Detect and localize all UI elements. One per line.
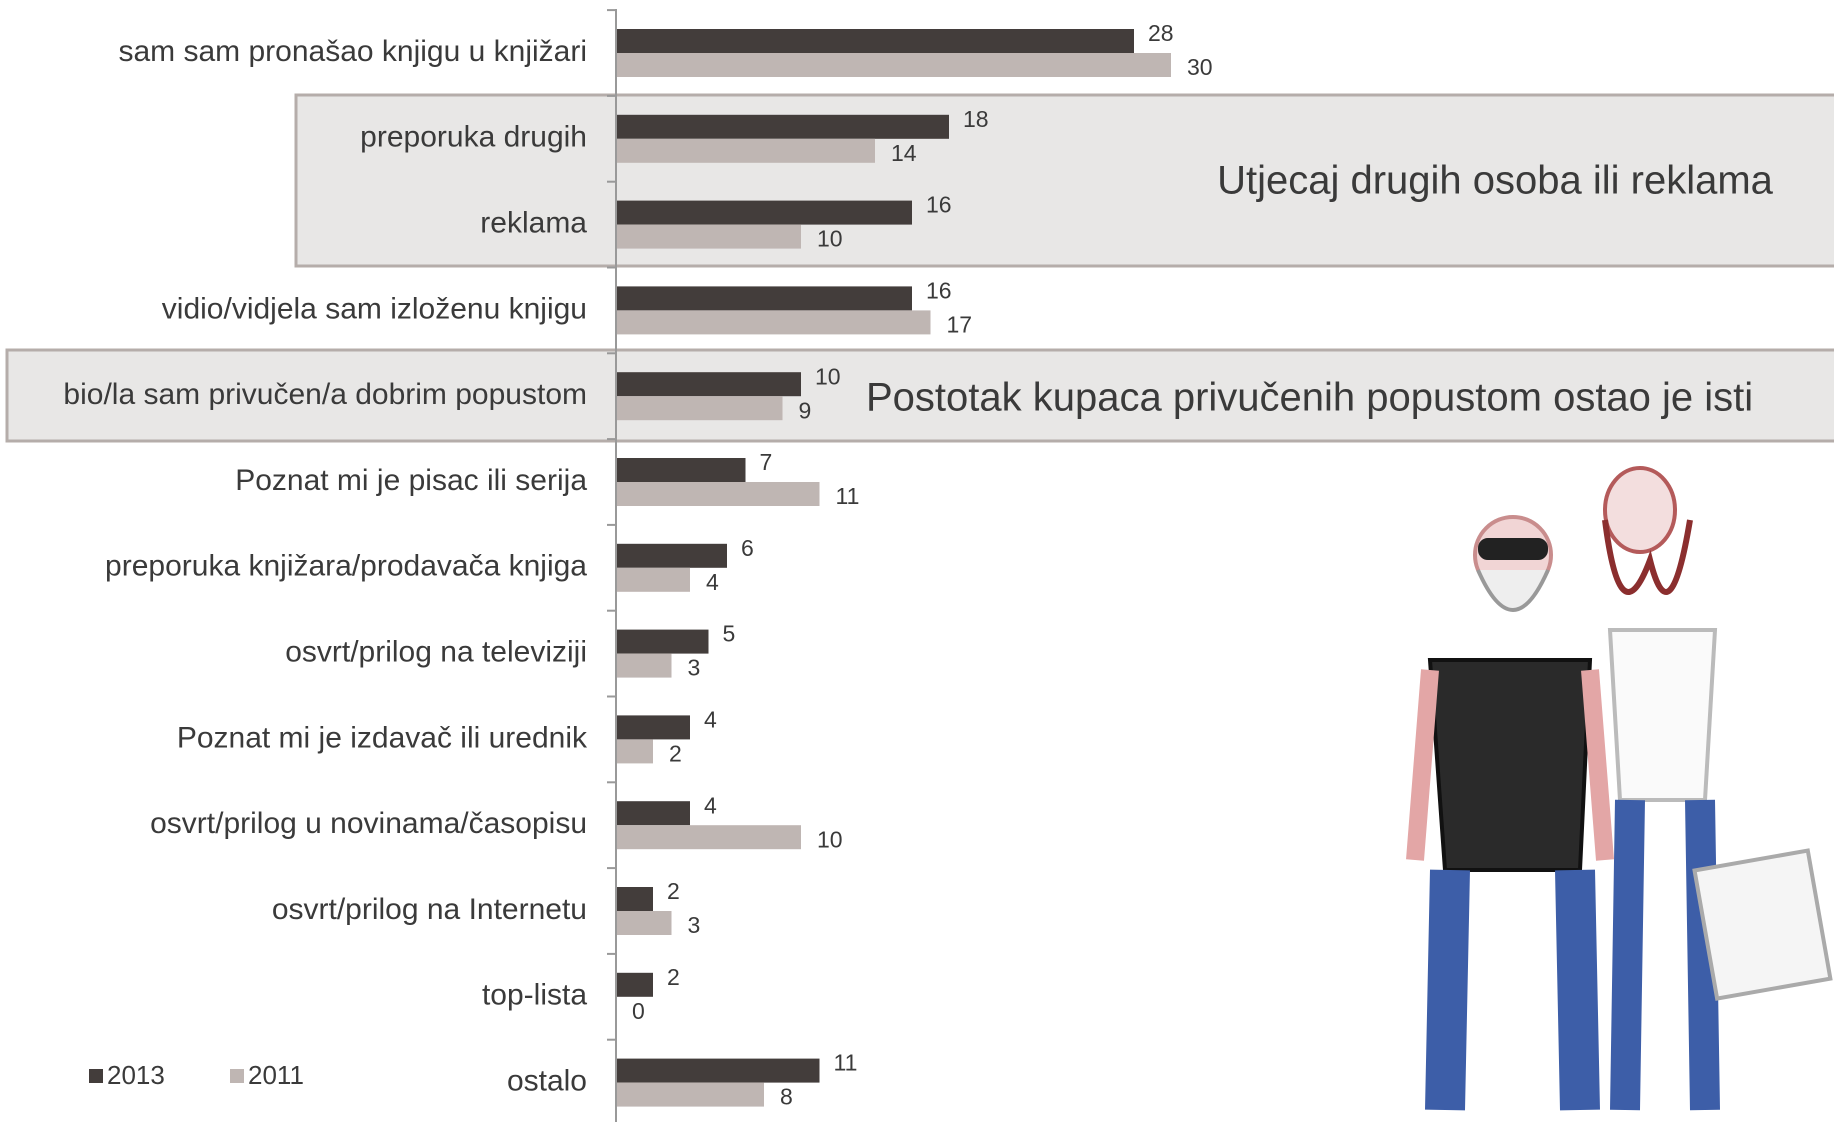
bar xyxy=(616,654,672,678)
y-tick-label: osvrt/prilog na televiziji xyxy=(285,636,587,669)
y-tick-label: preporuka knjižara/prodavača knjiga xyxy=(105,550,587,583)
value-label: 10 xyxy=(817,826,843,852)
bar xyxy=(616,310,931,334)
y-tick-label: vidio/vidjela sam izloženu knjigu xyxy=(162,292,587,325)
bar xyxy=(616,482,820,506)
legend-label: 2013 xyxy=(107,1060,165,1090)
bar xyxy=(616,801,690,825)
value-label: 0 xyxy=(632,998,645,1024)
value-label: 4 xyxy=(706,569,719,595)
bar xyxy=(616,544,727,568)
bar xyxy=(616,739,653,763)
value-label: 2 xyxy=(667,964,680,990)
value-label: 9 xyxy=(799,397,812,423)
bar xyxy=(616,458,746,482)
chart: Utjecaj drugih osoba ili reklama Postota… xyxy=(0,0,1834,1122)
value-label: 28 xyxy=(1148,20,1174,46)
annotation: Postotak kupaca privučenih popustom osta… xyxy=(866,376,1753,420)
value-label: 10 xyxy=(815,363,841,389)
bar xyxy=(616,887,653,911)
annotation: Utjecaj drugih osoba ili reklama xyxy=(1217,159,1774,203)
bar xyxy=(616,115,949,139)
value-label: 14 xyxy=(891,140,917,166)
y-tick-label: osvrt/prilog na Internetu xyxy=(272,893,587,926)
bar xyxy=(616,396,783,420)
bar xyxy=(616,825,801,849)
bar xyxy=(616,911,672,935)
bar xyxy=(616,630,709,654)
value-label: 3 xyxy=(688,912,701,938)
bar xyxy=(616,53,1171,77)
bar xyxy=(616,715,690,739)
value-label: 2 xyxy=(667,878,680,904)
value-label: 3 xyxy=(688,655,701,681)
bar xyxy=(616,973,653,997)
y-tick-label: bio/la sam privučen/a dobrim popustom xyxy=(63,378,587,411)
y-tick-label: top-lista xyxy=(482,979,587,1012)
bar xyxy=(616,139,875,163)
value-label: 11 xyxy=(836,483,860,509)
value-label: 10 xyxy=(817,226,843,252)
y-tick-label: osvrt/prilog u novinama/časopisu xyxy=(150,807,587,840)
value-label: 4 xyxy=(704,706,717,732)
y-tick-label: ostalo xyxy=(507,1065,587,1098)
legend-swatch xyxy=(89,1069,103,1083)
value-label: 6 xyxy=(741,535,754,561)
y-tick-label: reklama xyxy=(480,207,587,240)
y-tick-label: Poznat mi je pisac ili serija xyxy=(235,464,587,497)
y-tick-label: preporuka drugih xyxy=(360,121,587,154)
value-label: 7 xyxy=(760,449,773,475)
legend-label: 2011 xyxy=(248,1060,304,1090)
bar xyxy=(616,201,912,225)
bar xyxy=(616,1059,820,1083)
illustration xyxy=(1415,468,1830,1110)
value-label: 5 xyxy=(723,621,736,647)
y-tick-label: Poznat mi je izdavač ili urednik xyxy=(177,721,588,754)
value-label: 16 xyxy=(926,277,952,303)
value-label: 2 xyxy=(669,740,682,766)
value-label: 16 xyxy=(926,192,952,218)
bar xyxy=(616,225,801,249)
value-label: 30 xyxy=(1187,54,1213,80)
legend-swatch xyxy=(230,1069,244,1083)
value-label: 17 xyxy=(947,311,973,337)
bar xyxy=(616,286,912,310)
value-label: 8 xyxy=(780,1084,793,1110)
bar xyxy=(616,568,690,592)
value-label: 11 xyxy=(834,1050,858,1076)
bar xyxy=(616,372,801,396)
y-tick-label: sam sam pronašao knjigu u knjižari xyxy=(118,35,587,68)
bar xyxy=(616,1083,764,1107)
bar xyxy=(616,29,1134,53)
value-label: 4 xyxy=(704,792,717,818)
value-label: 18 xyxy=(963,106,989,132)
